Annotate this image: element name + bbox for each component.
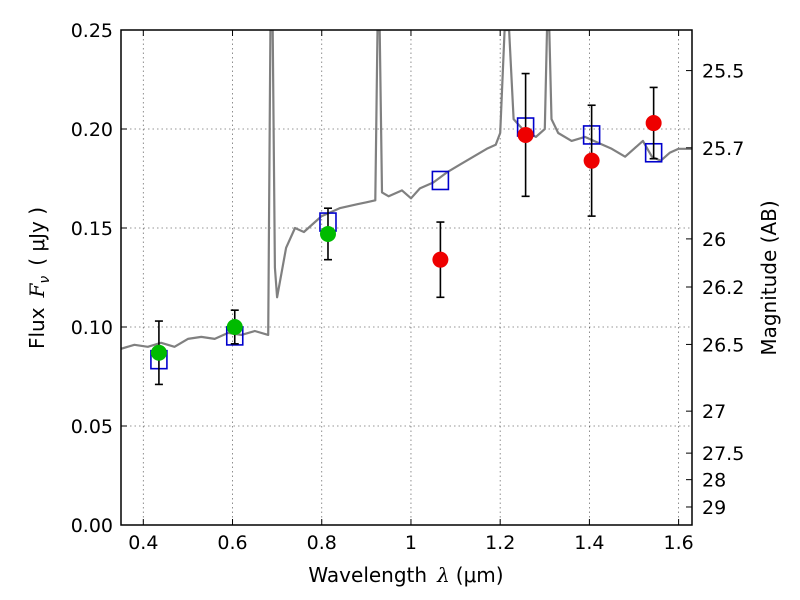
x-tick-label: 0.6 bbox=[217, 532, 247, 554]
photometry-point bbox=[432, 251, 449, 268]
photometry-point bbox=[150, 344, 167, 361]
y2-tick-label: 27.5 bbox=[702, 443, 744, 465]
photometry-point bbox=[645, 115, 662, 132]
y2-tick-label: 28 bbox=[702, 470, 726, 492]
y2-tick-label: 26 bbox=[702, 229, 726, 251]
marker-layer bbox=[150, 72, 663, 386]
x-tick-label: 1.6 bbox=[664, 532, 694, 554]
y2-tick-label: 26.2 bbox=[702, 277, 744, 299]
y2-tick-label: 25.5 bbox=[702, 61, 744, 83]
y-tick-label: 0.25 bbox=[71, 20, 113, 42]
spectrum-layer bbox=[121, 30, 692, 350]
x-axis-label: Wavelength λ (μm) bbox=[308, 563, 503, 587]
photometry-point bbox=[226, 319, 243, 335]
tick-layer: 0.4 0.6 0.8 1 1.2 1.4 1.6 0.00 0.05 0.10 0.15 0.20 0… bbox=[71, 20, 745, 554]
y2-tick-label: 29 bbox=[702, 497, 726, 519]
x-tick-label: 1.2 bbox=[485, 532, 515, 554]
photometry-point bbox=[319, 225, 336, 242]
y2-tick-label: 27 bbox=[702, 401, 726, 423]
y2-axis-label: Magnitude (AB) bbox=[757, 200, 781, 355]
y-tick-label: 0.20 bbox=[71, 119, 113, 141]
y2-tick-label: 25.7 bbox=[702, 138, 744, 160]
x-tick-label: 1.4 bbox=[574, 532, 604, 554]
photometry-point bbox=[583, 152, 600, 169]
x-tick-label: 0.8 bbox=[307, 532, 337, 554]
y-tick-label: 0.05 bbox=[71, 416, 113, 438]
model-square bbox=[431, 170, 450, 191]
spectrum-line bbox=[121, 30, 692, 350]
y-axis-label: FluxFν( μJy ) bbox=[25, 207, 53, 349]
y2-tick-label: 26.5 bbox=[702, 334, 744, 356]
y-tick-label: 0.10 bbox=[71, 317, 113, 339]
grid-layer bbox=[121, 29, 692, 526]
plot-frame bbox=[120, 29, 693, 526]
x-tick-label: 1 bbox=[405, 532, 417, 554]
photometry-point bbox=[517, 126, 534, 143]
y-tick-label: 0.15 bbox=[71, 218, 113, 240]
x-tick-label: 0.4 bbox=[128, 532, 158, 554]
y-tick-label: 0.00 bbox=[71, 515, 113, 537]
